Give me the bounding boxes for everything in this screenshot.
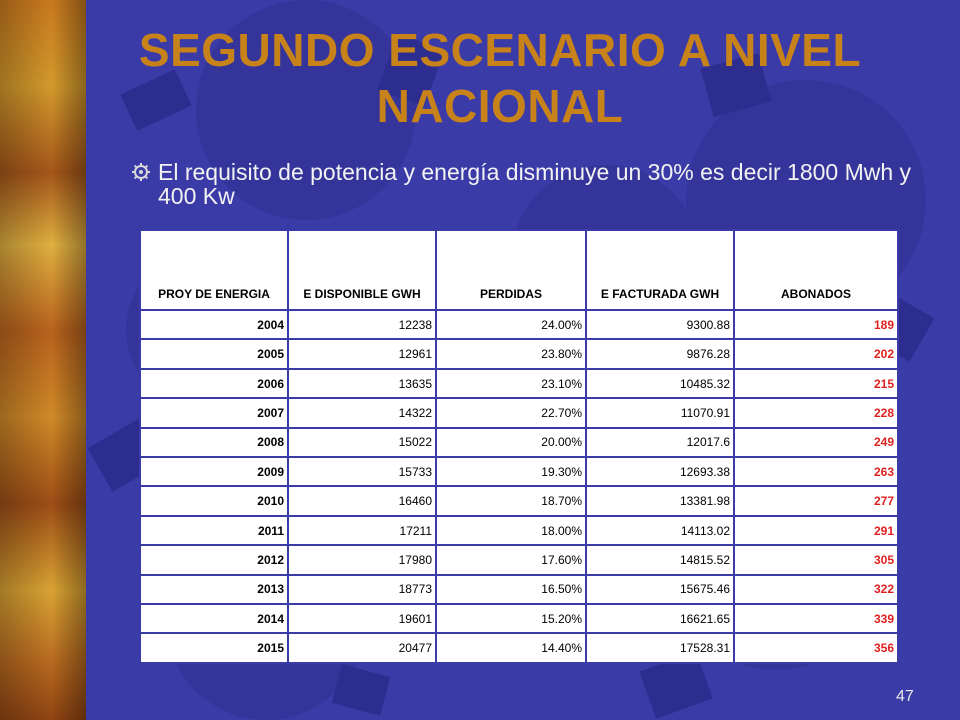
cell-e-disponible: 13635 xyxy=(287,367,437,400)
cell-abonados: 263 xyxy=(733,456,899,488)
cell-e-disponible: 17211 xyxy=(287,514,437,547)
cell-abonados: 339 xyxy=(733,603,899,635)
header-abonados: ABONADOS xyxy=(733,229,899,311)
cell-year: 2014 xyxy=(139,603,289,635)
table-row: 2004 12238 24.00% 9300.88 189 xyxy=(139,308,899,341)
cell-e-disponible: 16460 xyxy=(287,485,437,517)
cell-abonados: 322 xyxy=(733,573,899,606)
cell-e-facturada: 14815.52 xyxy=(585,544,735,576)
cell-e-facturada: 12017.6 xyxy=(585,426,735,459)
cell-perdidas: 22.70% xyxy=(435,397,587,429)
cell-e-facturada: 16621.65 xyxy=(585,603,735,635)
header-e-disponible: E DISPONIBLE GWH xyxy=(287,229,437,311)
cell-e-facturada: 12693.38 xyxy=(585,456,735,488)
cell-e-facturada: 10485.32 xyxy=(585,367,735,400)
cell-e-disponible: 19601 xyxy=(287,603,437,635)
cell-year: 2006 xyxy=(139,367,289,400)
cell-perdidas: 18.70% xyxy=(435,485,587,517)
cell-abonados: 215 xyxy=(733,367,899,400)
cell-e-disponible: 12238 xyxy=(287,308,437,341)
cell-perdidas: 20.00% xyxy=(435,426,587,459)
table-row: 2014 19601 15.20% 16621.65 339 xyxy=(139,603,899,635)
cell-e-facturada: 15675.46 xyxy=(585,573,735,606)
cell-e-disponible: 14322 xyxy=(287,397,437,429)
cell-e-disponible: 17980 xyxy=(287,544,437,576)
table-row: 2008 15022 20.00% 12017.6 249 xyxy=(139,426,899,459)
cell-year: 2010 xyxy=(139,485,289,517)
cell-perdidas: 16.50% xyxy=(435,573,587,606)
gear-bullet-icon xyxy=(132,163,150,181)
table-row: 2009 15733 19.30% 12693.38 263 xyxy=(139,456,899,488)
cell-abonados: 228 xyxy=(733,397,899,429)
cell-perdidas: 24.00% xyxy=(435,308,587,341)
cell-e-disponible: 18773 xyxy=(287,573,437,606)
table-row: 2015 20477 14.40% 17528.31 356 xyxy=(139,632,899,664)
cell-perdidas: 15.20% xyxy=(435,603,587,635)
table-row: 2010 16460 18.70% 13381.98 277 xyxy=(139,485,899,517)
cell-e-facturada: 9876.28 xyxy=(585,338,735,370)
cell-year: 2007 xyxy=(139,397,289,429)
table-row: 2012 17980 17.60% 14815.52 305 xyxy=(139,544,899,576)
table-header-row: PROY DE ENERGIA E DISPONIBLE GWH PERDIDA… xyxy=(139,229,899,311)
cell-e-facturada: 9300.88 xyxy=(585,308,735,341)
cell-abonados: 291 xyxy=(733,514,899,547)
cell-e-disponible: 12961 xyxy=(287,338,437,370)
cell-abonados: 305 xyxy=(733,544,899,576)
cell-abonados: 277 xyxy=(733,485,899,517)
cell-abonados: 202 xyxy=(733,338,899,370)
header-e-facturada: E FACTURADA GWH xyxy=(585,229,735,311)
cell-e-facturada: 11070.91 xyxy=(585,397,735,429)
energy-table: PROY DE ENERGIA E DISPONIBLE GWH PERDIDA… xyxy=(139,229,899,664)
cell-perdidas: 19.30% xyxy=(435,456,587,488)
cell-perdidas: 23.10% xyxy=(435,367,587,400)
table-row: 2005 12961 23.80% 9876.28 202 xyxy=(139,338,899,370)
cell-year: 2011 xyxy=(139,514,289,547)
cell-year: 2013 xyxy=(139,573,289,606)
cell-e-disponible: 15022 xyxy=(287,426,437,459)
cell-abonados: 249 xyxy=(733,426,899,459)
cell-perdidas: 14.40% xyxy=(435,632,587,664)
cell-abonados: 356 xyxy=(733,632,899,664)
bullet-text: El requisito de potencia y energía dismi… xyxy=(158,159,912,209)
cell-perdidas: 17.60% xyxy=(435,544,587,576)
table-row: 2006 13635 23.10% 10485.32 215 xyxy=(139,367,899,400)
page-number: 47 xyxy=(896,688,914,705)
cell-e-facturada: 13381.98 xyxy=(585,485,735,517)
cell-year: 2012 xyxy=(139,544,289,576)
cell-e-disponible: 15733 xyxy=(287,456,437,488)
cell-year: 2015 xyxy=(139,632,289,664)
page-title: SEGUNDO ESCENARIO A NIVEL NACIONAL xyxy=(138,24,862,132)
decorative-side-strip xyxy=(0,0,86,720)
table-row: 2007 14322 22.70% 11070.91 228 xyxy=(139,397,899,429)
header-proy-energia: PROY DE ENERGIA xyxy=(139,229,289,311)
header-perdidas: PERDIDAS xyxy=(435,229,587,311)
cell-perdidas: 18.00% xyxy=(435,514,587,547)
cell-e-facturada: 17528.31 xyxy=(585,632,735,664)
cell-year: 2004 xyxy=(139,308,289,341)
table-row: 2011 17211 18.00% 14113.02 291 xyxy=(139,514,899,547)
cell-e-facturada: 14113.02 xyxy=(585,514,735,547)
table-row: 2013 18773 16.50% 15675.46 322 xyxy=(139,573,899,606)
cell-abonados: 189 xyxy=(733,308,899,341)
cell-e-disponible: 20477 xyxy=(287,632,437,664)
cell-perdidas: 23.80% xyxy=(435,338,587,370)
cell-year: 2005 xyxy=(139,338,289,370)
cell-year: 2009 xyxy=(139,456,289,488)
cell-year: 2008 xyxy=(139,426,289,459)
